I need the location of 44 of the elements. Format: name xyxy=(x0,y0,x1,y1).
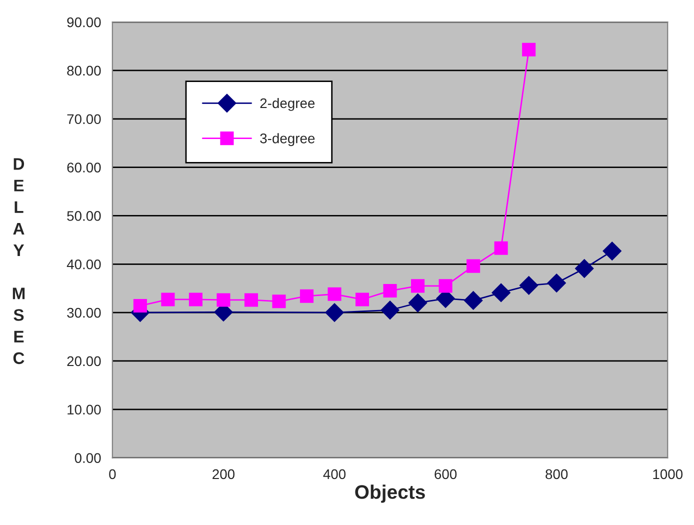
point xyxy=(494,241,508,255)
point xyxy=(380,300,400,320)
point xyxy=(328,287,342,301)
x-tick-label: 600 xyxy=(434,469,457,480)
point xyxy=(300,289,314,303)
point xyxy=(411,279,425,293)
point xyxy=(602,242,622,260)
y-tick-label: 20.00 xyxy=(67,356,101,366)
x-tick-label: 200 xyxy=(212,469,235,480)
y-tick-label: 80.00 xyxy=(67,66,101,76)
x-tick-label: 1000 xyxy=(653,469,683,480)
x-axis-title: Objects xyxy=(355,484,425,503)
point xyxy=(325,303,344,322)
y-tick-label: 30.00 xyxy=(67,308,101,318)
point xyxy=(188,292,202,306)
y-tick-label: 70.00 xyxy=(67,114,101,124)
text: DELAY MSEC xyxy=(12,158,25,364)
point xyxy=(574,259,594,278)
y-tick-label: 40.00 xyxy=(66,259,101,270)
point xyxy=(133,299,147,313)
point xyxy=(244,293,258,307)
point xyxy=(408,294,428,312)
x-tick-label: 800 xyxy=(546,469,568,480)
point xyxy=(383,284,397,298)
legend-label: 2-degree xyxy=(260,98,315,111)
point xyxy=(492,283,510,302)
point xyxy=(466,259,480,273)
point xyxy=(272,294,286,308)
point xyxy=(438,279,452,293)
y-tick-label: 0.00 xyxy=(74,453,101,463)
point xyxy=(356,292,370,306)
point xyxy=(161,292,175,306)
y-tick-label: 90.00 xyxy=(67,17,101,28)
point xyxy=(216,293,230,307)
x-tick-label: 400 xyxy=(323,469,346,480)
point xyxy=(522,42,536,56)
point xyxy=(464,291,483,310)
x-tick-label: 0 xyxy=(109,469,116,480)
legend-label: 3-degree xyxy=(260,133,315,146)
point xyxy=(547,274,566,292)
y-tick-label: 10.00 xyxy=(68,404,101,415)
point xyxy=(519,276,538,295)
y-tick-label: 60.00 xyxy=(67,162,101,172)
y-tick-label: 50.00 xyxy=(67,211,101,221)
